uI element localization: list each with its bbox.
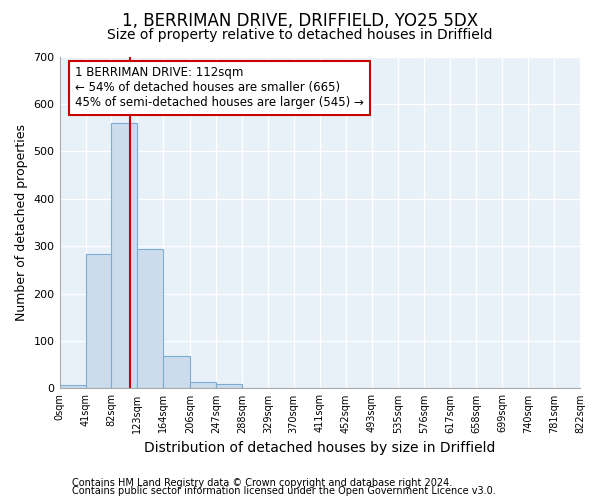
Bar	[190, 382, 216, 388]
Text: Size of property relative to detached houses in Driffield: Size of property relative to detached ho…	[107, 28, 493, 42]
Bar	[112, 123, 137, 388]
Bar	[59, 384, 86, 388]
Text: 1, BERRIMAN DRIVE, DRIFFIELD, YO25 5DX: 1, BERRIMAN DRIVE, DRIFFIELD, YO25 5DX	[122, 12, 478, 30]
X-axis label: Distribution of detached houses by size in Driffield: Distribution of detached houses by size …	[144, 441, 496, 455]
Text: Contains public sector information licensed under the Open Government Licence v3: Contains public sector information licen…	[72, 486, 496, 496]
Bar	[216, 384, 242, 388]
Bar	[137, 250, 163, 388]
Text: Contains HM Land Registry data © Crown copyright and database right 2024.: Contains HM Land Registry data © Crown c…	[72, 478, 452, 488]
Bar	[163, 356, 190, 388]
Text: 1 BERRIMAN DRIVE: 112sqm
← 54% of detached houses are smaller (665)
45% of semi-: 1 BERRIMAN DRIVE: 112sqm ← 54% of detach…	[76, 66, 364, 110]
Y-axis label: Number of detached properties: Number of detached properties	[15, 124, 28, 321]
Bar	[86, 254, 112, 388]
